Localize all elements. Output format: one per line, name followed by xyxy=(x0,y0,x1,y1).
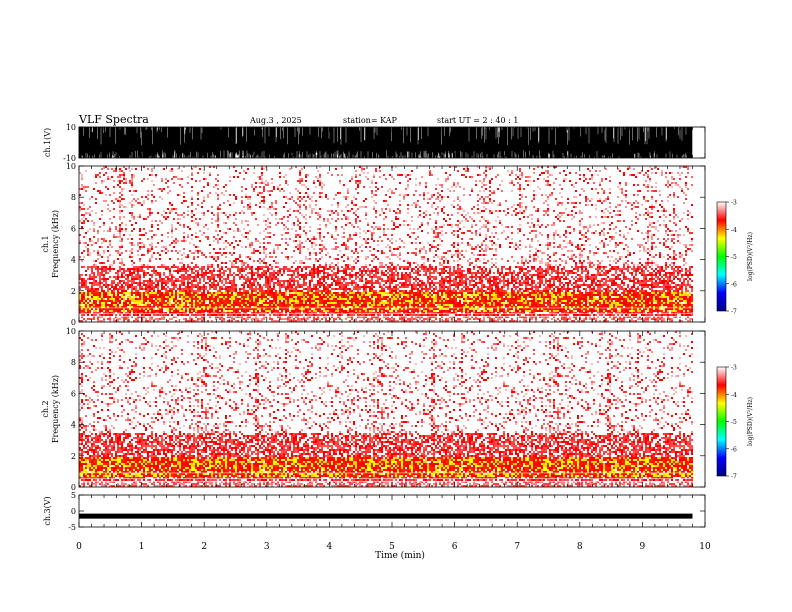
spectrogram-cells xyxy=(79,292,693,312)
colorbar-tick-label: -7 xyxy=(731,309,737,316)
spectrogram-ylabel: Frequency (kHz) xyxy=(51,375,60,443)
colorbar-ch2: -3 -4 -5 -6 -7 log(PSD)(V²/Hz) xyxy=(716,365,754,481)
colorbar-gradient xyxy=(716,201,727,312)
spectrogram-cells xyxy=(79,457,693,477)
start-time-label: start UT = 2 : 40 : 1 xyxy=(437,116,518,125)
colorbar-tick-label: -4 xyxy=(731,227,737,234)
colorbar-tick-label: -3 xyxy=(731,200,737,207)
figure-title: VLF Spectra xyxy=(78,113,149,126)
ch3-waveform-trace xyxy=(79,513,693,519)
y-tick-label: 10 xyxy=(66,123,76,132)
ch1-waveform-panel: 10 -10 ch.1(V) xyxy=(43,123,706,163)
y-tick-label: 6 xyxy=(71,389,76,398)
spectrogram-cells xyxy=(79,166,693,316)
colorbar-tick-label: -5 xyxy=(731,254,737,261)
spectrogram-cells xyxy=(79,166,693,266)
ch1-spectrogram-panel: 0 2 4 6 8 10 ch.1 Frequency (kHz) xyxy=(41,162,706,327)
y-tick-label: 10 xyxy=(66,327,76,336)
x-tick-label: 9 xyxy=(640,542,646,552)
y-tick-label: 0 xyxy=(71,507,76,516)
date-label: Aug.3 , 2025 xyxy=(249,116,302,125)
y-tick-label: 0 xyxy=(71,483,76,492)
y-tick-label: 10 xyxy=(66,162,76,171)
y-tick-label: 8 xyxy=(71,358,76,367)
spectrogram-channel-label: ch.2 xyxy=(41,400,50,417)
x-tick-label: 5 xyxy=(389,542,395,552)
y-tick-label: 0 xyxy=(71,318,76,327)
x-tick-label: 4 xyxy=(327,542,333,552)
y-tick-label: -10 xyxy=(63,154,76,163)
x-tick-label: 6 xyxy=(452,542,458,552)
x-tick-label: 2 xyxy=(201,542,207,552)
x-tick-label: 7 xyxy=(514,542,520,552)
spectrogram-channel-label: ch.1 xyxy=(41,235,50,252)
time-axis: 0 1 2 3 4 5 6 7 8 9 10 xyxy=(76,542,711,552)
spectrogram-cells xyxy=(79,457,693,477)
spectrogram-cells xyxy=(79,166,693,266)
ch2-spectrogram-panel: 0 2 4 6 8 10 ch.2 Frequency (kHz) xyxy=(41,327,706,492)
colorbar-label: log(PSD)(V²/Hz) xyxy=(747,397,754,446)
x-tick-label: 1 xyxy=(139,542,145,552)
spectrogram-ylabel: Frequency (kHz) xyxy=(51,210,60,278)
spectrogram-cells xyxy=(79,316,689,322)
y-tick-label: 4 xyxy=(71,421,76,430)
colorbar-gradient xyxy=(716,366,727,477)
colorbar-tick-label: -3 xyxy=(731,365,737,372)
y-tick-label: 2 xyxy=(71,287,76,296)
colorbar-ch1: -3 -4 -5 -6 -7 log(PSD)(V²/Hz) xyxy=(716,200,754,316)
colorbar-label: log(PSD)(V²/Hz) xyxy=(747,232,754,281)
spectrogram-cells xyxy=(79,331,693,481)
x-tick-label: 10 xyxy=(699,542,711,552)
spectrogram-cells xyxy=(79,331,693,481)
x-tick-label: 3 xyxy=(264,542,270,552)
y-tick-label: 8 xyxy=(71,193,76,202)
y-tick-label: 6 xyxy=(71,224,76,233)
station-label: station= KAP xyxy=(343,116,398,125)
spectrogram-cells xyxy=(79,292,693,312)
y-tick-label: 2 xyxy=(71,452,76,461)
colorbar-tick-label: -6 xyxy=(731,446,737,453)
x-axis-label: Time (min) xyxy=(375,550,425,561)
x-tick-label: 8 xyxy=(577,542,583,552)
ch1-waveform-ylabel: ch.1(V) xyxy=(43,128,52,157)
ch3-waveform-ylabel: ch.3(V) xyxy=(43,496,52,525)
spectrogram-cells xyxy=(81,481,693,487)
colorbar-tick-label: -7 xyxy=(731,474,737,481)
spectrogram-cells xyxy=(79,292,691,312)
y-tick-label: -5 xyxy=(68,523,76,532)
ch3-waveform-panel: 5 0 -5 ch.3(V) xyxy=(43,491,706,532)
ch1-waveform-trace xyxy=(78,127,693,158)
y-tick-label: 4 xyxy=(71,256,76,265)
y-tick-label: 5 xyxy=(71,491,76,500)
colorbar-tick-label: -5 xyxy=(731,419,737,426)
spectrogram-cells xyxy=(79,433,693,481)
colorbar-tick-label: -6 xyxy=(731,281,737,288)
x-tick-label: 0 xyxy=(76,542,82,552)
colorbar-tick-label: -4 xyxy=(731,392,737,399)
spectrogram-cells xyxy=(85,316,693,322)
